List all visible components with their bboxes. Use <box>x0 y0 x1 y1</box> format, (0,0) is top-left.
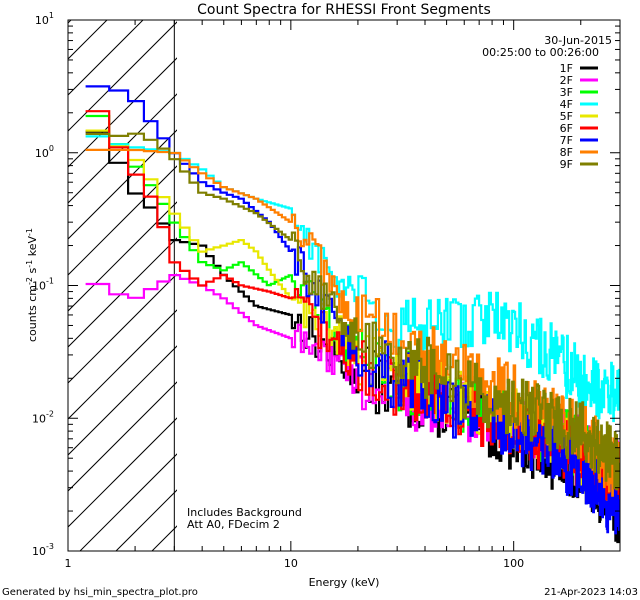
hatch-line <box>68 165 177 276</box>
legend-label: 2F <box>560 74 573 87</box>
chart-title: Count Spectra for RHESSI Front Segments <box>197 2 491 18</box>
hatch-line <box>68 21 177 132</box>
footer-timestamp: 21-Apr-2023 14:03 <box>544 587 638 598</box>
legend-label: 5F <box>560 110 573 123</box>
series-line-6F <box>85 110 620 518</box>
y-label-exp: -1 <box>25 228 34 236</box>
hatch-line <box>68 57 177 168</box>
legend-label: 8F <box>560 146 573 159</box>
series-line-9F <box>85 132 620 491</box>
x-tick-label: 100 <box>503 557 524 570</box>
hatch-line <box>68 417 177 528</box>
legend-label: 3F <box>560 86 573 99</box>
y-tick-label: 10-1 <box>32 277 54 293</box>
date-label: 30-Jun-2015 <box>544 34 612 47</box>
y-label-part: s <box>26 267 39 276</box>
y-tick-label: 101 <box>35 11 54 27</box>
legend-label: 6F <box>560 122 573 135</box>
y-label-exp: -1 <box>25 260 34 268</box>
series-lines <box>85 85 620 544</box>
y-tick-label: 10-3 <box>32 542 54 558</box>
footer-generator: Generated by hsi_min_spectra_plot.pro <box>2 587 198 598</box>
annotation-line: Includes Background <box>187 506 302 519</box>
legend-label: 7F <box>560 134 573 147</box>
x-axis-label: Energy (keV) <box>309 576 380 589</box>
y-tick-label: 100 <box>35 144 54 160</box>
y-label-part: keV <box>26 236 39 260</box>
hatch-line <box>68 20 108 60</box>
hatch-line <box>68 201 177 312</box>
hatch-line <box>68 20 144 96</box>
hatch-line <box>68 345 177 456</box>
hatched-region <box>0 0 177 551</box>
y-tick-labels: 10-3 10-2 10-1 100 101 <box>32 11 54 558</box>
y-label-part: counts cm <box>26 285 39 342</box>
y-label-exp: -2 <box>25 277 34 285</box>
legend-label: 1F <box>560 62 573 75</box>
y-tick-label: 10-2 <box>32 409 54 425</box>
legend-label: 9F <box>560 158 573 171</box>
hatch-line <box>68 20 72 24</box>
y-axis-label: counts cm-2 s-1 keV-1 <box>25 228 39 342</box>
hatch-line <box>68 381 177 492</box>
hatch-line <box>0 0 104 551</box>
time-range-label: 00:25:00 to 00:26:00 <box>482 46 599 59</box>
hatch-line <box>68 273 177 384</box>
x-tick-label: 10 <box>284 557 298 570</box>
x-tick-labels: 1 10 100 <box>65 557 525 570</box>
annotation-line: Att A0, FDecim 2 <box>187 518 280 531</box>
axis-ticks <box>67 20 621 552</box>
legend-label: 4F <box>560 98 573 111</box>
hatch-line <box>68 237 177 348</box>
x-tick-label: 1 <box>65 557 72 570</box>
